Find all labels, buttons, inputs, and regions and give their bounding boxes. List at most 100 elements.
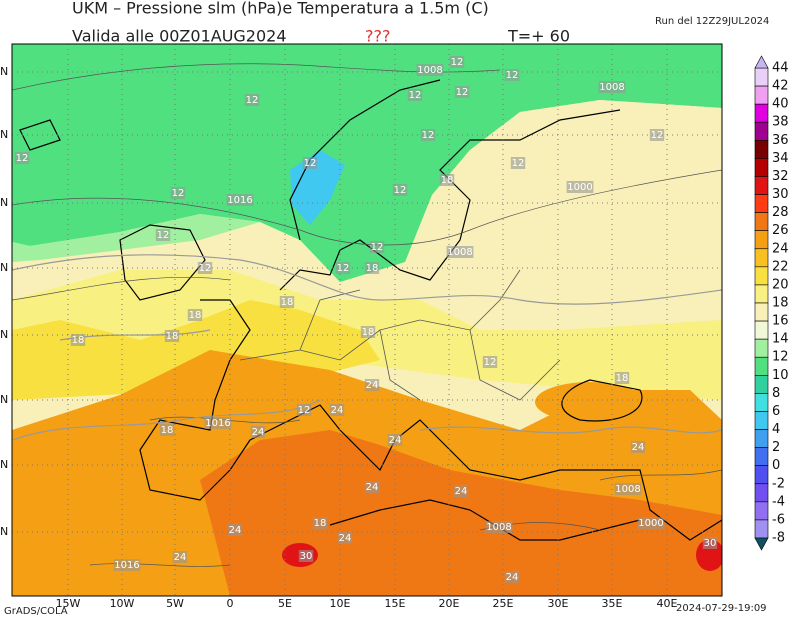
contour-label-bg [407, 89, 423, 101]
colorbar-label: 32 [772, 169, 789, 184]
colorbar-box [754, 447, 769, 466]
lon-label: 20E [439, 597, 460, 610]
contour-label: 12 [371, 242, 384, 253]
colorbar-box [754, 302, 769, 322]
colorbar-label: 34 [772, 151, 789, 166]
contour-label-bg [70, 334, 86, 346]
contour-label: 12 [506, 70, 519, 81]
contour-label: 12 [157, 230, 170, 241]
contour-label: 12 [298, 405, 311, 416]
contour-labels: 1008 12 12 1008 12 12 12 12 12 12 12 12 12 1016 1000 18… [14, 56, 718, 583]
contour-label-bg [446, 246, 474, 258]
contour-label: 1008 [486, 522, 511, 533]
contour-label: 30 [704, 538, 717, 549]
contour-label-bg [614, 483, 642, 495]
colorbar-box [754, 429, 769, 448]
contour-label: 24 [632, 442, 645, 453]
contour-label: 1000 [567, 182, 592, 193]
contour-label: 12 [484, 357, 497, 368]
lat-label: N [0, 328, 8, 341]
contour-label-bg [312, 517, 328, 529]
colorbar-label: 26 [772, 223, 789, 238]
contour-label: 12 [199, 263, 212, 274]
contour-label: 24 [366, 482, 379, 493]
lon-label: 15E [385, 597, 406, 610]
contour-label-bg [369, 241, 385, 253]
contour-label: 1016 [114, 560, 139, 571]
east-field [432, 100, 722, 300]
colorbar-box [754, 284, 769, 304]
contour-label-bg [113, 559, 141, 571]
contour-label: 12 [651, 130, 664, 141]
colorbar-label: -4 [772, 494, 785, 509]
colorbar-label: 14 [772, 332, 789, 347]
contour-label: 12 [394, 185, 407, 196]
contour-label-bg [482, 356, 498, 368]
colorbar-box [754, 356, 769, 376]
contour-label-bg [298, 550, 314, 562]
lon-label: 0 [227, 597, 234, 610]
lon-label: 5W [166, 597, 184, 610]
colorbar-box [754, 85, 769, 105]
colorbar-label: 18 [772, 296, 789, 311]
contour-label: 18 [72, 335, 85, 346]
colorbar-box [754, 103, 769, 123]
colorbar-box [754, 411, 769, 430]
colorbar-label: 36 [772, 133, 789, 148]
contour-label-bg [335, 262, 351, 274]
contour-label: 24 [506, 572, 519, 583]
contour-label-bg [387, 434, 403, 446]
contour-label-bg [416, 64, 444, 76]
colorbar-box [754, 483, 769, 503]
contour-label-bg [155, 229, 171, 241]
lon-label: 25E [493, 597, 514, 610]
contour-label-bg [337, 532, 353, 544]
contour-label: 18 [362, 327, 375, 338]
colorbar-label: -8 [772, 531, 785, 546]
colorbar-over [754, 55, 769, 69]
colorbar-box [754, 230, 769, 250]
colorbar-label: 30 [772, 187, 789, 202]
contour-label-bg [296, 404, 312, 416]
contour-label-bg [187, 309, 203, 321]
contour-label-bg [649, 129, 665, 141]
contour-label-bg [420, 129, 436, 141]
contour-label-bg [364, 481, 380, 493]
colorbar-label: 2 [772, 440, 780, 455]
colorbar-box [754, 67, 769, 87]
contour-label: 1008 [447, 247, 472, 258]
colorbar-label: -2 [772, 476, 785, 491]
colorbar-label: 44 [772, 61, 789, 76]
contour-label-bg [598, 81, 626, 93]
map-frame [11, 43, 723, 597]
colorbar-label: 4 [772, 422, 780, 437]
contour-label-bg [302, 157, 318, 169]
colorbar-box [754, 501, 769, 521]
contour-label-bg [630, 441, 646, 453]
colorbar-box [754, 519, 769, 539]
lat-label: N [0, 393, 8, 406]
colorbar-label: 22 [772, 259, 789, 274]
contour-label: 12 [512, 158, 525, 169]
contour-label-bg [164, 330, 180, 342]
contour-label-bg [244, 94, 260, 106]
contour-label-bg [204, 417, 232, 429]
contour-label: 24 [174, 552, 187, 563]
footer-right: 2024-07-29-19:09 [676, 603, 767, 614]
contour-label: 12 [172, 188, 185, 199]
lat-label: N [0, 196, 8, 209]
contour-label-bg [504, 69, 520, 81]
colorbar-label: 0 [772, 458, 780, 473]
lat-label: N [0, 128, 8, 141]
colorbar-box [754, 248, 769, 268]
lat-label: N [0, 65, 8, 78]
colorbar-label: 42 [772, 79, 789, 94]
contour-label: 24 [229, 525, 242, 536]
contour-label: 1008 [615, 484, 640, 495]
contour-label-bg [226, 194, 254, 206]
lon-label: 35E [602, 597, 623, 610]
contour-label: 24 [331, 405, 344, 416]
contour-label-bg [614, 372, 630, 384]
contour-label: 12 [451, 57, 464, 68]
run-info: Run del 12Z29JUL2024 [655, 16, 769, 27]
